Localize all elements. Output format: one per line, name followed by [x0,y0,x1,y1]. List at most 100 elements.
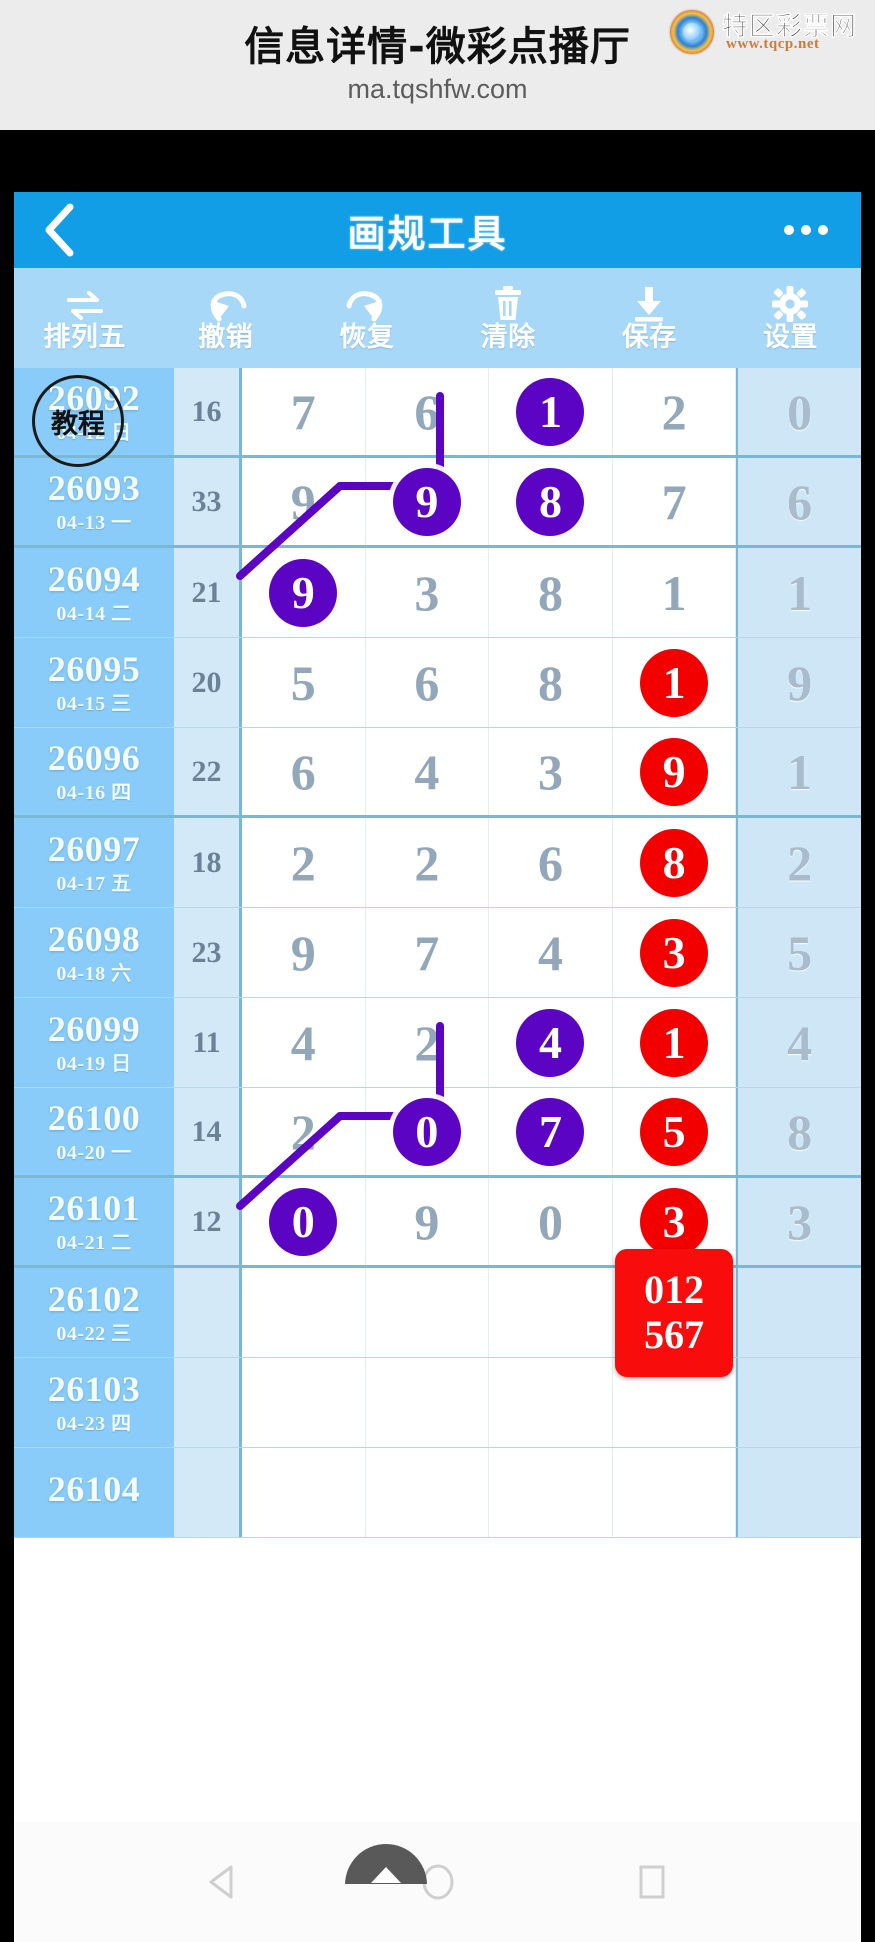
digit-cell[interactable]: 0 [242,1178,366,1265]
table-row[interactable]: 26103 04-23 四 [14,1358,861,1448]
digit-cell[interactable] [365,1448,490,1537]
table-row[interactable]: 26099 04-19 日 11 4 2 4 1 4 [14,998,861,1088]
digit-cell[interactable]: 1 [612,998,737,1087]
digit-cell[interactable]: 2 [242,1088,366,1175]
digit-cell[interactable]: 9 [365,458,490,545]
digit-cell[interactable]: 6 [242,728,366,815]
digit-cell[interactable] [242,1358,366,1447]
digit-cell[interactable]: 9 [242,908,366,997]
toolbar-item-clear[interactable]: 清除 [438,268,579,368]
sum-cell: 33 [174,458,242,545]
digit-cell[interactable]: 4 [242,998,366,1087]
digit-cell[interactable]: 6 [365,638,490,727]
toolbar-item-save[interactable]: 保存 [579,268,720,368]
digit-cell[interactable] [489,1358,613,1447]
digit-cell[interactable] [365,1358,490,1447]
tutorial-badge[interactable]: 教程 [32,375,124,467]
digit-cell[interactable]: 4 [489,908,613,997]
digit-cell[interactable]: 6 [736,458,861,545]
table-row[interactable]: 26100 04-20 一 14 2 0 7 5 8 [14,1088,861,1178]
back-button[interactable] [14,192,104,268]
digit-cell[interactable]: 9 [612,728,737,815]
digit-cell[interactable]: 9 [736,638,861,727]
table-row[interactable]: 26094 04-14 二 21 9 3 8 1 1 [14,548,861,638]
table-row[interactable]: 26096 04-16 四 22 6 4 3 9 1 [14,728,861,818]
digit-cell[interactable]: 0 [365,1088,490,1175]
digit-cell[interactable]: 4 [489,998,613,1087]
digit-cell[interactable] [242,1268,366,1357]
digit-cell[interactable]: 1 [612,548,737,637]
table-row[interactable]: 26095 04-15 三 20 5 6 8 1 9 [14,638,861,728]
digit-cell[interactable] [365,1268,490,1357]
sum-cell: 11 [174,998,242,1087]
digit-cell[interactable]: 2 [242,818,366,907]
toolbar-label: 清除 [480,321,536,353]
digit-cell[interactable]: 0 [736,368,861,455]
toolbar-item-settings[interactable]: 设置 [720,268,861,368]
digit-cell[interactable]: 8 [736,1088,861,1175]
lottery-grid[interactable]: 26092 04-12 日 16 7 6 1 2 0 26093 04-13 一 33 9 9 8 7 6 26… [14,368,861,1884]
digit-cell[interactable]: 3 [365,548,490,637]
toolbar-item-lottery-type[interactable]: 排列五 [14,268,155,368]
digit-cell[interactable]: 3 [489,728,613,815]
redo-arrow-icon [346,286,388,322]
digit-cell[interactable]: 9 [242,548,366,637]
digit-cell[interactable]: 1 [736,728,861,815]
digit-cell[interactable] [242,1448,366,1537]
prediction-box[interactable]: 012 567 [615,1248,734,1377]
digit-cell[interactable] [489,1268,613,1357]
toolbar-item-redo[interactable]: 恢复 [296,268,437,368]
table-row[interactable]: 26093 04-13 一 33 9 9 8 7 6 [14,458,861,548]
digit-cell[interactable]: 7 [612,458,737,545]
digit-cell[interactable]: 8 [489,638,613,727]
digit-cell[interactable]: 8 [489,458,613,545]
digit-cell[interactable]: 8 [489,548,613,637]
digit-cell[interactable]: 0 [489,1178,613,1265]
digit-cell[interactable]: 7 [365,908,490,997]
digit-cell[interactable]: 3 [612,908,737,997]
digit-cell[interactable]: 5 [612,1088,737,1175]
digit-cell[interactable]: 2 [365,998,490,1087]
digit-cell[interactable] [612,1448,737,1537]
toolbar-item-undo[interactable]: 撤销 [155,268,296,368]
digit-cell[interactable]: 9 [365,1178,490,1265]
digit-cell[interactable]: 7 [242,368,366,455]
issue-number: 26102 [47,1279,141,1319]
digit-cell[interactable]: 1 [736,548,861,637]
more-options-button[interactable] [751,192,861,268]
android-recents-button[interactable] [630,1860,674,1904]
digit-cell[interactable]: 2 [365,818,490,907]
android-back-button[interactable] [202,1860,246,1904]
issue-cell: 26101 04-21 二 [14,1178,174,1265]
marked-digit: 9 [392,467,461,536]
digit-cell[interactable] [489,1448,613,1537]
digit-cell[interactable]: 8 [612,818,737,907]
digit-cell[interactable] [736,1358,861,1447]
digit-cell[interactable]: 3 [736,1178,861,1265]
logo-brand-text: 特区彩票网 [722,12,858,43]
digit-cell[interactable]: 6 [365,368,490,455]
table-row[interactable]: 26101 04-21 二 12 0 9 0 3 3 [14,1178,861,1268]
digit-cell[interactable] [736,1268,861,1357]
digit-cell[interactable]: 2 [736,818,861,907]
table-row[interactable]: 26097 04-17 五 18 2 2 6 8 2 [14,818,861,908]
issue-number: 26095 [47,649,141,689]
digit-cell[interactable]: 1 [489,368,613,455]
digit-cell[interactable]: 2 [612,368,737,455]
digit-cell[interactable]: 7 [489,1088,613,1175]
digit-cell[interactable]: 4 [365,728,490,815]
table-row[interactable]: 26104 [14,1448,861,1538]
table-row[interactable]: 26102 04-22 三 012 567 [14,1248,861,1377]
issue-number: 26094 [47,559,141,599]
digit-cell[interactable]: 5 [736,908,861,997]
digit-cell[interactable]: 1 [612,638,737,727]
digit-cell[interactable]: 9 [242,458,366,545]
digit-cell[interactable]: 6 [489,818,613,907]
digit-value: 6 [787,473,813,530]
digit-cell[interactable]: 4 [736,998,861,1087]
digit-cell[interactable] [736,1448,861,1537]
table-row[interactable]: 26092 04-12 日 16 7 6 1 2 0 [14,368,861,458]
table-row[interactable]: 26098 04-18 六 23 9 7 4 3 5 [14,908,861,998]
digit-cell[interactable]: 5 [242,638,366,727]
digit-cell[interactable]: 012 567 [612,1248,737,1377]
